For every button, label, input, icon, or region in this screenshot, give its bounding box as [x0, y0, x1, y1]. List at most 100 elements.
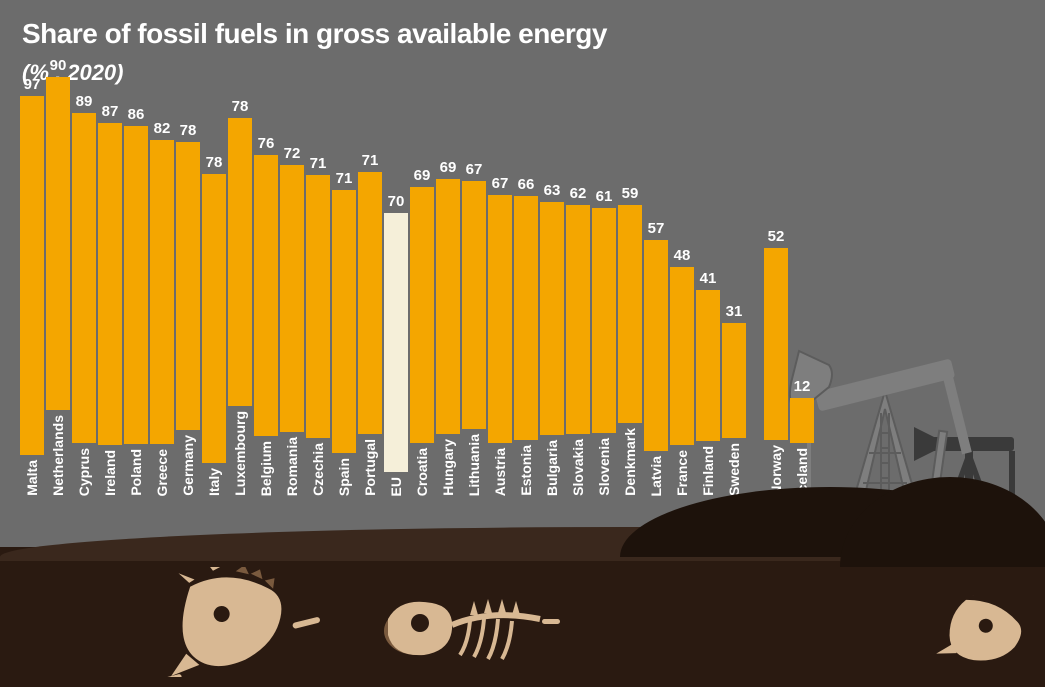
bar-slot: 61Slovenia: [592, 188, 616, 496]
bar-chart: 97 Malta 90 Netherlands 89Cyprus87Ireland 86 P…: [20, 57, 814, 496]
ground-layer: [0, 527, 1045, 687]
bar-label: France: [674, 450, 690, 496]
bar-value: 72: [284, 145, 301, 162]
bar: [410, 187, 434, 442]
bar: [202, 174, 226, 463]
infographic-stage: Share of fossil fuels in gross available…: [0, 0, 1045, 687]
bar-value: 78: [206, 154, 223, 171]
bar-label: Belgium: [258, 441, 274, 496]
bar-label: Czechia: [310, 443, 326, 496]
bar: [72, 113, 96, 442]
bar: [98, 123, 122, 445]
bar-label: Austria: [492, 448, 508, 496]
fossil-skeleton-icon: [370, 573, 570, 673]
bar-slot: 82 Greece: [150, 120, 174, 496]
bar: [436, 179, 460, 434]
bar-value: 90: [50, 57, 67, 74]
bar-value: 52: [768, 228, 785, 245]
bar: [332, 190, 356, 453]
bar: [124, 126, 148, 444]
bar-slot: 71 Spain: [332, 170, 356, 496]
bar: [280, 165, 304, 431]
fossil-skull-small-icon: [931, 595, 1031, 665]
fossil-triceratops-icon: [140, 567, 330, 677]
bar-label: Bulgaria: [544, 440, 560, 496]
bar-slot: 87Ireland: [98, 103, 122, 496]
bar-slot: 86 Poland: [124, 106, 148, 496]
bar-slot: 78Italy: [202, 154, 226, 496]
bar-slot: 76 Belgium: [254, 135, 278, 496]
bar: [540, 202, 564, 435]
bar-value: 69: [414, 167, 431, 184]
bar-slot: 72Romania: [280, 145, 304, 496]
bar: [592, 208, 616, 434]
bar-slot: 57Latvia: [644, 220, 668, 496]
chart-title: Share of fossil fuels in gross available…: [22, 18, 607, 50]
bar-value: 63: [544, 182, 561, 199]
bar-slot: 63 Bulgaria: [540, 182, 564, 496]
bar: [20, 96, 44, 455]
bar-value: 78: [180, 122, 197, 139]
bar-value: 71: [362, 152, 379, 169]
bar-slot: 78Luxembourg: [228, 98, 252, 496]
bar-slot: 48France: [670, 247, 694, 496]
bar-label: Estonia: [518, 445, 534, 496]
bar: [358, 172, 382, 435]
bar-value: 82: [154, 120, 171, 137]
bar-value: 97: [24, 76, 41, 93]
bar-value: 69: [440, 159, 457, 176]
bar-highlight: [384, 213, 408, 472]
bar: [488, 195, 512, 443]
bar-label: Netherlands: [50, 415, 66, 496]
bar-label: Croatia: [414, 448, 430, 496]
bar-label: Malta: [24, 460, 40, 496]
bar: [722, 323, 746, 438]
bar-value: 78: [232, 98, 249, 115]
bar: [670, 267, 694, 445]
bar-slot: 97 Malta: [20, 76, 44, 496]
bar-value: 67: [466, 161, 483, 178]
bar-label: Sweden: [726, 443, 742, 496]
bar-value: 76: [258, 135, 275, 152]
bar-slot: 12Iceland: [790, 378, 814, 496]
bar-value: 61: [596, 188, 613, 205]
bar-slot: 41Finland: [696, 270, 720, 496]
bar: [462, 181, 486, 429]
bar-label: Cyprus: [76, 448, 92, 496]
bar-slot: 62 Slovakia: [566, 185, 590, 496]
bar: [228, 118, 252, 407]
bar-slot: 69 Croatia: [410, 167, 434, 496]
bar-value: 66: [518, 176, 535, 193]
bar-label: Finland: [700, 446, 716, 496]
bar-value: 31: [726, 303, 743, 320]
bar-label: Greece: [154, 449, 170, 496]
bar-slot: 52Norway: [764, 228, 788, 496]
bar-label: EU: [388, 477, 404, 496]
bar-label: Spain: [336, 458, 352, 496]
bar-value: 70: [388, 193, 405, 210]
bar: [696, 290, 720, 442]
bar-label: Denkmark: [622, 428, 638, 496]
bar: [150, 140, 174, 443]
bar-value: 57: [648, 220, 665, 237]
bar-label: Slovakia: [570, 439, 586, 496]
bar-slot: 31 Sweden: [722, 303, 746, 496]
bar: [618, 205, 642, 423]
bar-label: Poland: [128, 449, 144, 496]
bar-value: 71: [336, 170, 353, 187]
bar-value: 62: [570, 185, 587, 202]
bar-value: 71: [310, 155, 327, 172]
bar: [764, 248, 788, 440]
bar-slot: 89Cyprus: [72, 93, 96, 496]
bar-value: 67: [492, 175, 509, 192]
bar-value: 59: [622, 185, 639, 202]
bar-slot: 66 Estonia: [514, 176, 538, 496]
bar-value: 86: [128, 106, 145, 123]
bar-label: Germany: [180, 435, 196, 496]
bar: [46, 77, 70, 410]
bar-slot: 59 Denkmark: [618, 185, 642, 496]
bar-slot: 78 Germany: [176, 122, 200, 496]
bar-label: Ireland: [102, 450, 118, 496]
bar-label: Lithuania: [466, 434, 482, 496]
bar-label: Portugal: [362, 439, 378, 496]
